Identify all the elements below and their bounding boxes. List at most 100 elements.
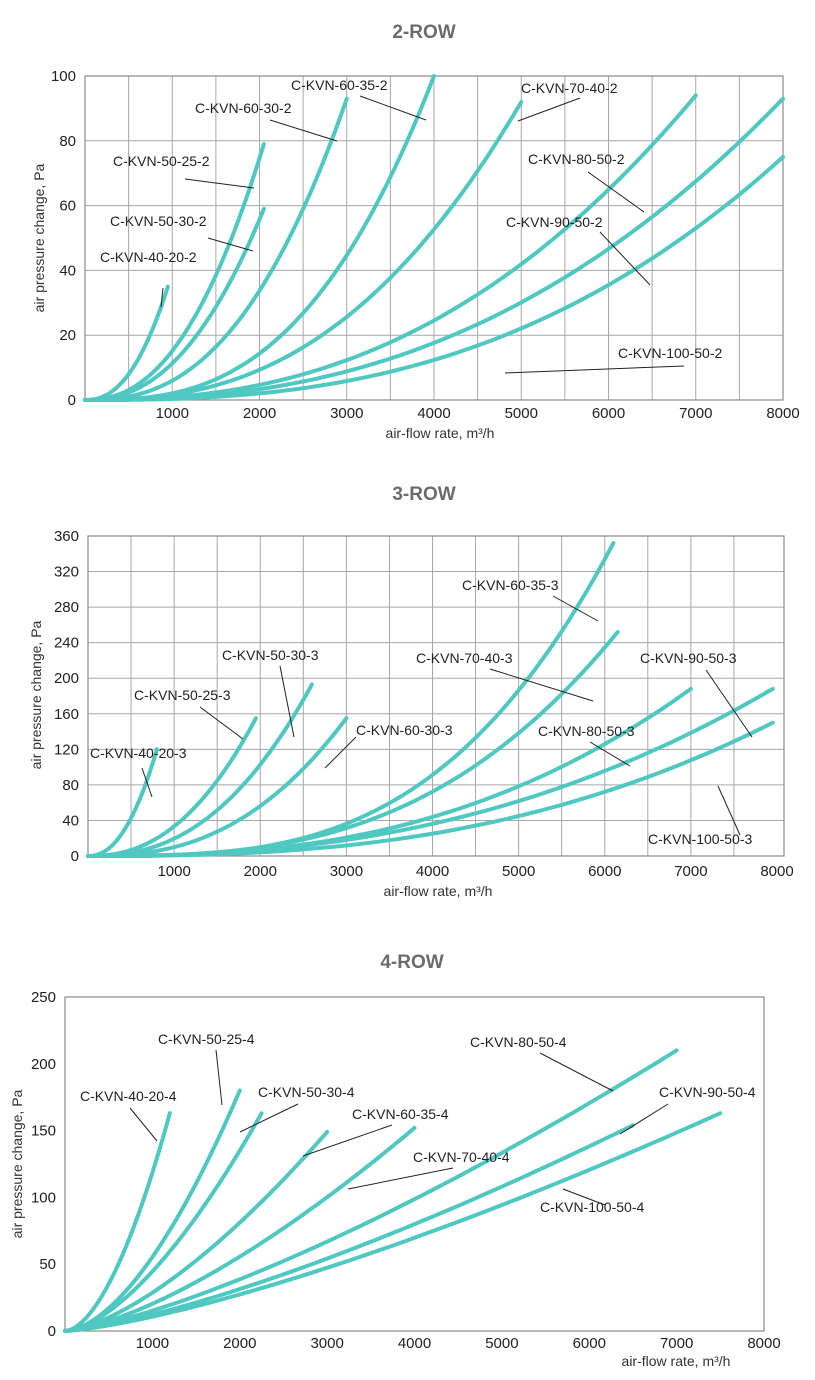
series-label: C-KVN-50-30-2 xyxy=(110,213,207,229)
callout-leader xyxy=(215,1049,223,1106)
x-axis-label: air-flow rate, m³/h xyxy=(386,425,495,441)
callout-leader xyxy=(269,119,338,142)
series-label: C-KVN-50-30-3 xyxy=(222,647,319,663)
series-curve-c-kvn-100-50-2 xyxy=(83,155,785,402)
series-label: C-KVN-100-50-3 xyxy=(648,831,752,847)
callout-leader xyxy=(599,231,651,286)
series-label: C-KVN-100-50-4 xyxy=(540,1199,644,1215)
series-curve-c-kvn-50-25-3 xyxy=(86,716,258,858)
series-label: C-KVN-80-50-2 xyxy=(528,151,625,167)
callout-leader xyxy=(141,767,153,798)
x-tick-label: 1000 xyxy=(136,1335,169,1352)
series-curve-c-kvn-100-50-4 xyxy=(63,1111,723,1333)
plot-frame xyxy=(87,535,785,857)
chart-title: 4-ROW xyxy=(380,952,443,973)
x-tick-label: 5000 xyxy=(505,405,538,422)
x-tick-label: 7000 xyxy=(679,405,712,422)
chart-2: 3-ROW 1000 2000 3000 4000 5000 6000 7000 8000 0 40… xyxy=(28,484,794,899)
y-tick-label: 20 xyxy=(59,327,76,344)
chart-title: 3-ROW xyxy=(392,484,455,505)
series-label: C-KVN-50-30-4 xyxy=(258,1084,355,1100)
series-label: C-KVN-70-40-4 xyxy=(413,1149,510,1165)
series-label: C-KVN-50-25-2 xyxy=(113,153,210,169)
y-tick-label: 320 xyxy=(54,564,79,581)
x-tick-label: 4000 xyxy=(417,405,450,422)
x-tick-label: 4000 xyxy=(398,1335,431,1352)
y-tick-label: 240 xyxy=(54,635,79,652)
series-label: C-KVN-60-30-2 xyxy=(195,100,292,116)
series-curve-c-kvn-60-35-4 xyxy=(63,1129,330,1333)
series-label: C-KVN-90-50-2 xyxy=(506,214,603,230)
y-tick-label: 80 xyxy=(59,133,76,150)
y-tick-label: 0 xyxy=(48,1323,56,1340)
series-curve-c-kvn-80-50-4 xyxy=(63,1048,679,1333)
chart-1: 2-ROW 1000 2000 3000 4000 5000 6000 7000 8000 0 20… xyxy=(31,22,800,441)
series-label: C-KVN-60-30-3 xyxy=(356,722,453,738)
y-axis-label: air pressure change, Pa xyxy=(28,620,44,769)
series-curve-c-kvn-40-20-2 xyxy=(83,284,170,402)
y-tick-label: 280 xyxy=(54,599,79,616)
callout-leader xyxy=(359,95,427,121)
y-tick-label: 160 xyxy=(54,706,79,723)
x-tick-label: 8000 xyxy=(747,1335,780,1352)
callout-leader xyxy=(717,785,741,836)
series-label: C-KVN-70-40-3 xyxy=(416,650,513,666)
chart-3: 4-ROW 1000 2000 3000 4000 5000 6000 7000 8000 0 50… xyxy=(9,952,781,1369)
x-tick-label: 2000 xyxy=(223,1335,256,1352)
y-tick-label: 50 xyxy=(39,1256,56,1273)
series-label: C-KVN-50-25-3 xyxy=(134,687,231,703)
series-label: C-KVN-80-50-4 xyxy=(470,1034,567,1050)
series-label: C-KVN-40-20-2 xyxy=(100,249,197,265)
callout-leader xyxy=(184,178,255,189)
x-tick-label: 7000 xyxy=(674,863,707,880)
y-axis-label: air pressure change, Pa xyxy=(9,1089,25,1238)
y-tick-label: 40 xyxy=(59,262,76,279)
callout-leader xyxy=(552,595,599,622)
y-tick-label: 80 xyxy=(62,777,79,794)
series-curve-c-kvn-100-50-3 xyxy=(86,720,775,858)
chart-title: 2-ROW xyxy=(392,22,455,43)
x-tick-label: 6000 xyxy=(573,1335,606,1352)
y-tick-label: 360 xyxy=(54,528,79,545)
x-tick-label: 5000 xyxy=(485,1335,518,1352)
callout-leader xyxy=(589,741,631,767)
x-axis-label: air-flow rate, m³/h xyxy=(622,1353,731,1369)
callout-leader xyxy=(517,97,581,122)
callout-leader xyxy=(619,1103,669,1135)
x-tick-label: 3000 xyxy=(330,863,363,880)
series-curve-c-kvn-50-30-2 xyxy=(83,206,266,402)
callout-leader xyxy=(562,1188,606,1206)
callout-leader xyxy=(199,706,244,740)
callout-leader xyxy=(347,1167,454,1190)
series-label: C-KVN-60-35-4 xyxy=(352,1106,449,1122)
callout-leader xyxy=(160,287,164,308)
series-curve-c-kvn-70-40-4 xyxy=(63,1125,417,1333)
callout-leader xyxy=(504,365,685,374)
x-tick-label: 6000 xyxy=(588,863,621,880)
y-tick-label: 0 xyxy=(68,392,76,409)
callout-leader xyxy=(279,665,295,738)
series-label: C-KVN-60-35-3 xyxy=(462,577,559,593)
series-label: C-KVN-90-50-3 xyxy=(640,650,737,666)
y-tick-label: 60 xyxy=(59,198,76,215)
callout-leader xyxy=(302,1124,393,1157)
callout-leader xyxy=(239,1103,299,1133)
x-tick-label: 5000 xyxy=(502,863,535,880)
series-curve-c-kvn-40-20-4 xyxy=(63,1111,172,1333)
series-curve-c-kvn-90-50-4 xyxy=(63,1123,635,1333)
callout-leader xyxy=(489,668,594,702)
series-label: C-KVN-100-50-2 xyxy=(618,345,722,361)
callout-leader xyxy=(129,1107,158,1142)
series-label: C-KVN-90-50-4 xyxy=(659,1084,756,1100)
x-tick-label: 1000 xyxy=(157,863,190,880)
series-label: C-KVN-60-35-2 xyxy=(291,77,388,93)
y-tick-label: 200 xyxy=(31,1056,56,1073)
series-curve-c-kvn-50-30-3 xyxy=(86,682,314,858)
x-tick-label: 4000 xyxy=(416,863,449,880)
x-tick-label: 2000 xyxy=(244,863,277,880)
x-tick-label: 1000 xyxy=(156,405,189,422)
y-axis-label: air pressure change, Pa xyxy=(31,163,47,312)
callout-leader xyxy=(324,736,357,769)
series-label: C-KVN-40-20-4 xyxy=(80,1088,177,1104)
